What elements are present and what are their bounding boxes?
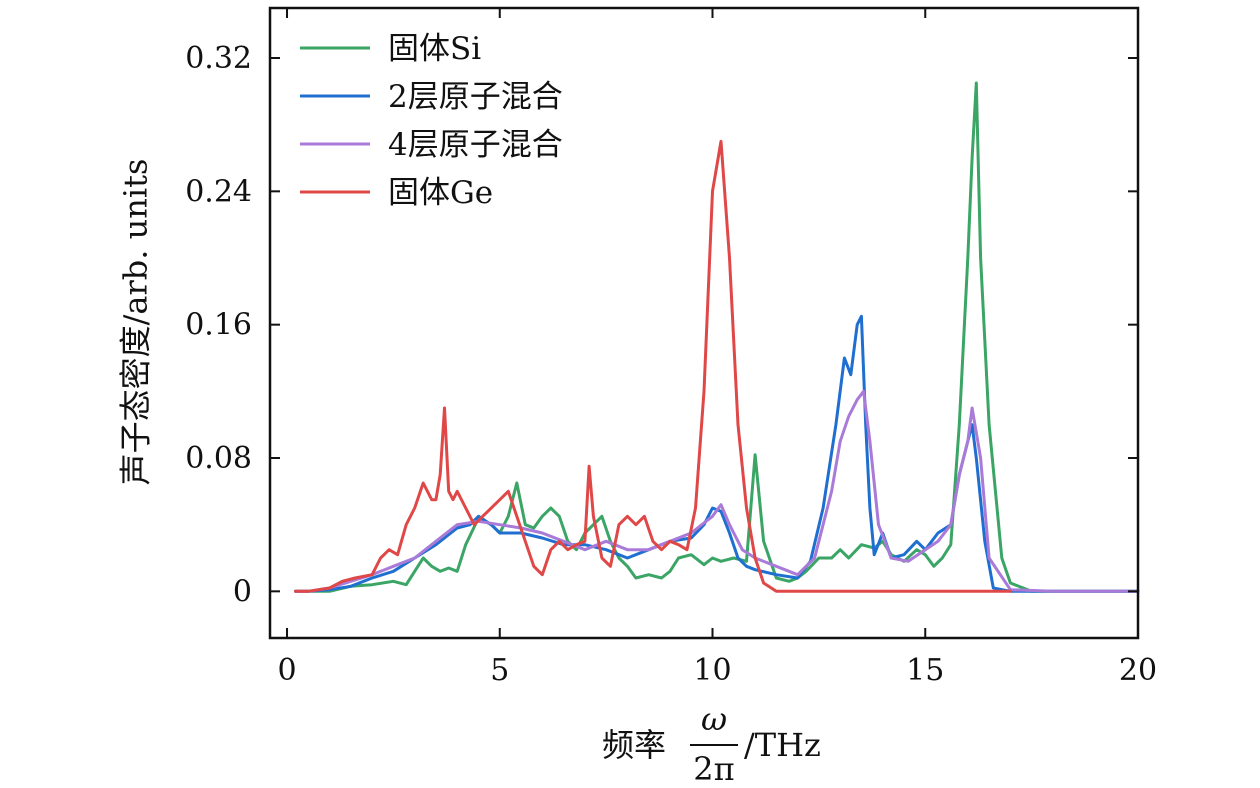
x-tick-label: 0 — [277, 653, 296, 688]
legend-label-3: 4层原子混合 — [388, 127, 563, 163]
series-line-4 — [294, 139, 1012, 593]
x-axis-title-denominator: 2π — [693, 750, 734, 788]
legend-label-4: 固体Ge — [388, 175, 493, 211]
x-tick-label: 15 — [906, 653, 944, 688]
series-layer — [294, 81, 1140, 593]
series-line-1 — [294, 81, 1140, 593]
series-line-2 — [294, 314, 1140, 593]
legend-label-2: 2层原子混合 — [388, 79, 563, 115]
x-tick-label: 20 — [1119, 653, 1157, 688]
x-axis-title-prefix: 频率 — [602, 726, 666, 764]
x-tick-label: 5 — [490, 653, 509, 688]
y-axis-title: 声子态密度/arb. units — [117, 159, 155, 486]
y-tick-label: 0.08 — [185, 441, 252, 476]
y-tick-label: 0.32 — [185, 41, 252, 76]
y-tick-label: 0.24 — [185, 174, 252, 209]
plot-frame — [268, 6, 1140, 640]
x-axis-title-suffix: /THz — [744, 726, 821, 764]
y-tick-label: 0 — [233, 574, 252, 609]
legend-label-1: 固体Si — [388, 31, 481, 67]
ticks-layer: 0 5 10 15 20 0 0.08 0.16 0.24 0.32 — [185, 8, 1157, 688]
x-axis-title: 频率 ω 2π /THz — [602, 700, 821, 788]
y-tick-label: 0.16 — [185, 308, 252, 343]
x-tick-label: 10 — [693, 653, 731, 688]
x-axis-title-numerator: ω — [701, 700, 727, 738]
